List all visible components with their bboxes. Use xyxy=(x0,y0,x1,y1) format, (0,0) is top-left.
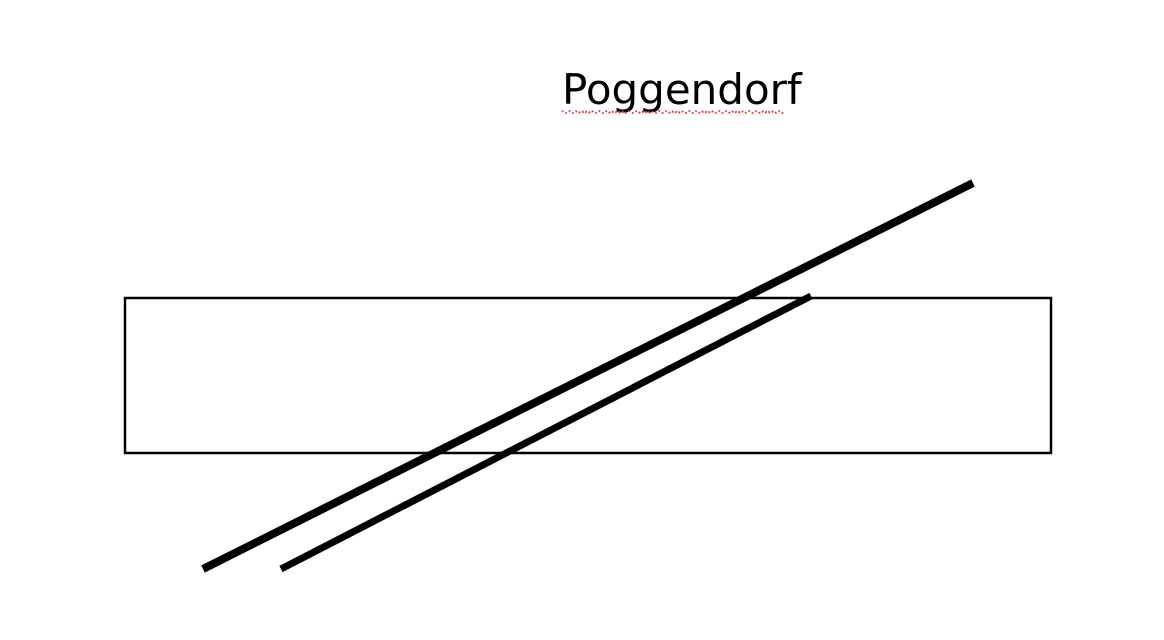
figure-title: Poggendorf xyxy=(562,65,802,114)
spellcheck-squiggle xyxy=(561,110,785,114)
oblique-line-long xyxy=(201,179,975,573)
oblique-line-short xyxy=(279,292,813,573)
occluding-rectangle xyxy=(123,296,1053,455)
spellcheck-underline xyxy=(561,110,785,114)
